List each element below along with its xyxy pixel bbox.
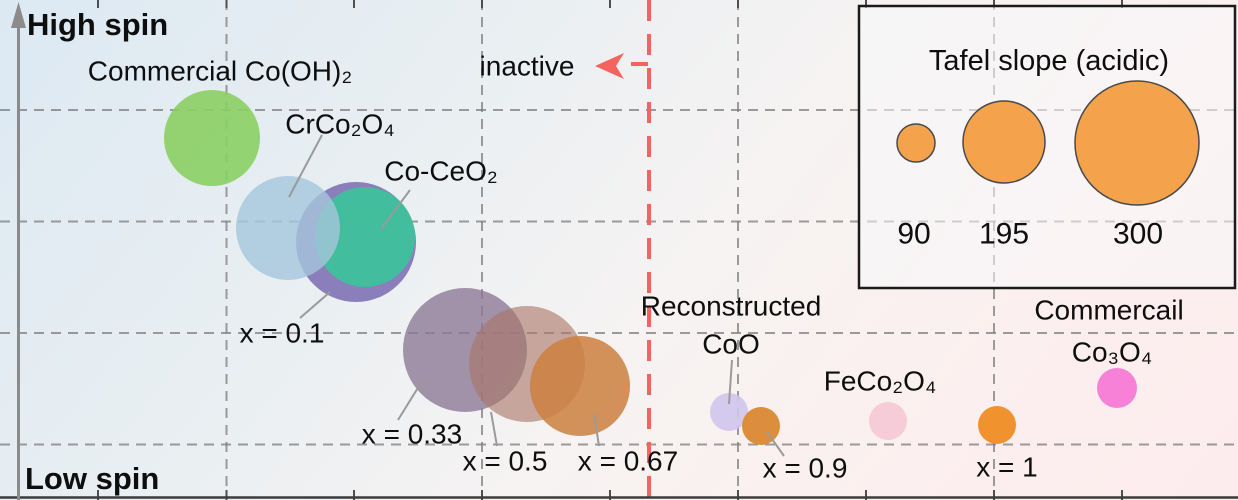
- legend-size-label-195: 195: [978, 217, 1030, 251]
- bubble-label-x-0-1: x = 0.1: [239, 317, 325, 349]
- bubble-x-1: [978, 406, 1016, 444]
- bubble-label-crco2o4: CrCo₂O₄: [285, 108, 395, 140]
- bubble-label-co3o4: Co₃O₄: [1071, 336, 1153, 368]
- bubble-label-co-ceo2: Co-CeO₂: [384, 155, 498, 187]
- leader-line-x-0-5: [490, 411, 498, 447]
- bubble-x-0-67: [530, 336, 630, 436]
- bubble-label-co-oh2: Commercial Co(OH)₂: [87, 55, 353, 87]
- bubble-crco2o4: [236, 176, 340, 280]
- y-axis-arrow-icon: [11, 2, 26, 28]
- bubble-rec-coo: [710, 393, 748, 431]
- bubble-feco2o4: [869, 402, 907, 440]
- legend-title: Tafel slope (acidic): [928, 44, 1170, 77]
- legend-size-bubble-195: [962, 100, 1046, 184]
- bubble-co-oh2: [164, 90, 260, 186]
- bubble-co3o4: [1097, 368, 1137, 408]
- inactive-annotation-label: inactive: [479, 50, 575, 82]
- bubble-x-0-9: [742, 407, 780, 445]
- axis-label-high-spin: High spin: [27, 7, 169, 42]
- leader-line-x-0-9: [766, 431, 785, 457]
- legend-size-bubble-300: [1074, 80, 1200, 206]
- axis-label-low-spin: Low spin: [25, 461, 160, 496]
- bubble-label-rec-coo: Reconstructed: [640, 290, 822, 322]
- leader-line-co-ceo2: [380, 189, 411, 230]
- legend-size-label-300: 300: [1112, 217, 1164, 251]
- legend-size-label-90: 90: [897, 217, 931, 251]
- leader-line-rec-coo: [728, 359, 733, 405]
- inactive-arrow-icon: [595, 53, 624, 79]
- leader-line-x-0-33: [397, 377, 425, 421]
- bubble-label-x-1: x = 1: [976, 451, 1038, 483]
- bubble-co-ceo2: [315, 187, 415, 287]
- legend-size-bubble-90: [896, 123, 936, 163]
- bubble-label-x-0-5: x = 0.5: [462, 445, 548, 477]
- leader-line-x-0-1: [299, 291, 331, 319]
- bubble-label-x-0-67: x = 0.67: [577, 445, 679, 477]
- bubble-label-co3o4: Commercail: [1034, 294, 1184, 326]
- bubble-label-rec-coo: CoO: [702, 328, 760, 360]
- leader-line-crco2o4: [288, 134, 323, 198]
- bubble-label-feco2o4: FeCo₂O₄: [823, 365, 937, 397]
- bubble-label-x-0-9: x = 0.9: [762, 452, 848, 484]
- leader-line-x-0-67: [593, 413, 600, 447]
- bubble-label-x-0-33: x = 0.33: [361, 418, 463, 450]
